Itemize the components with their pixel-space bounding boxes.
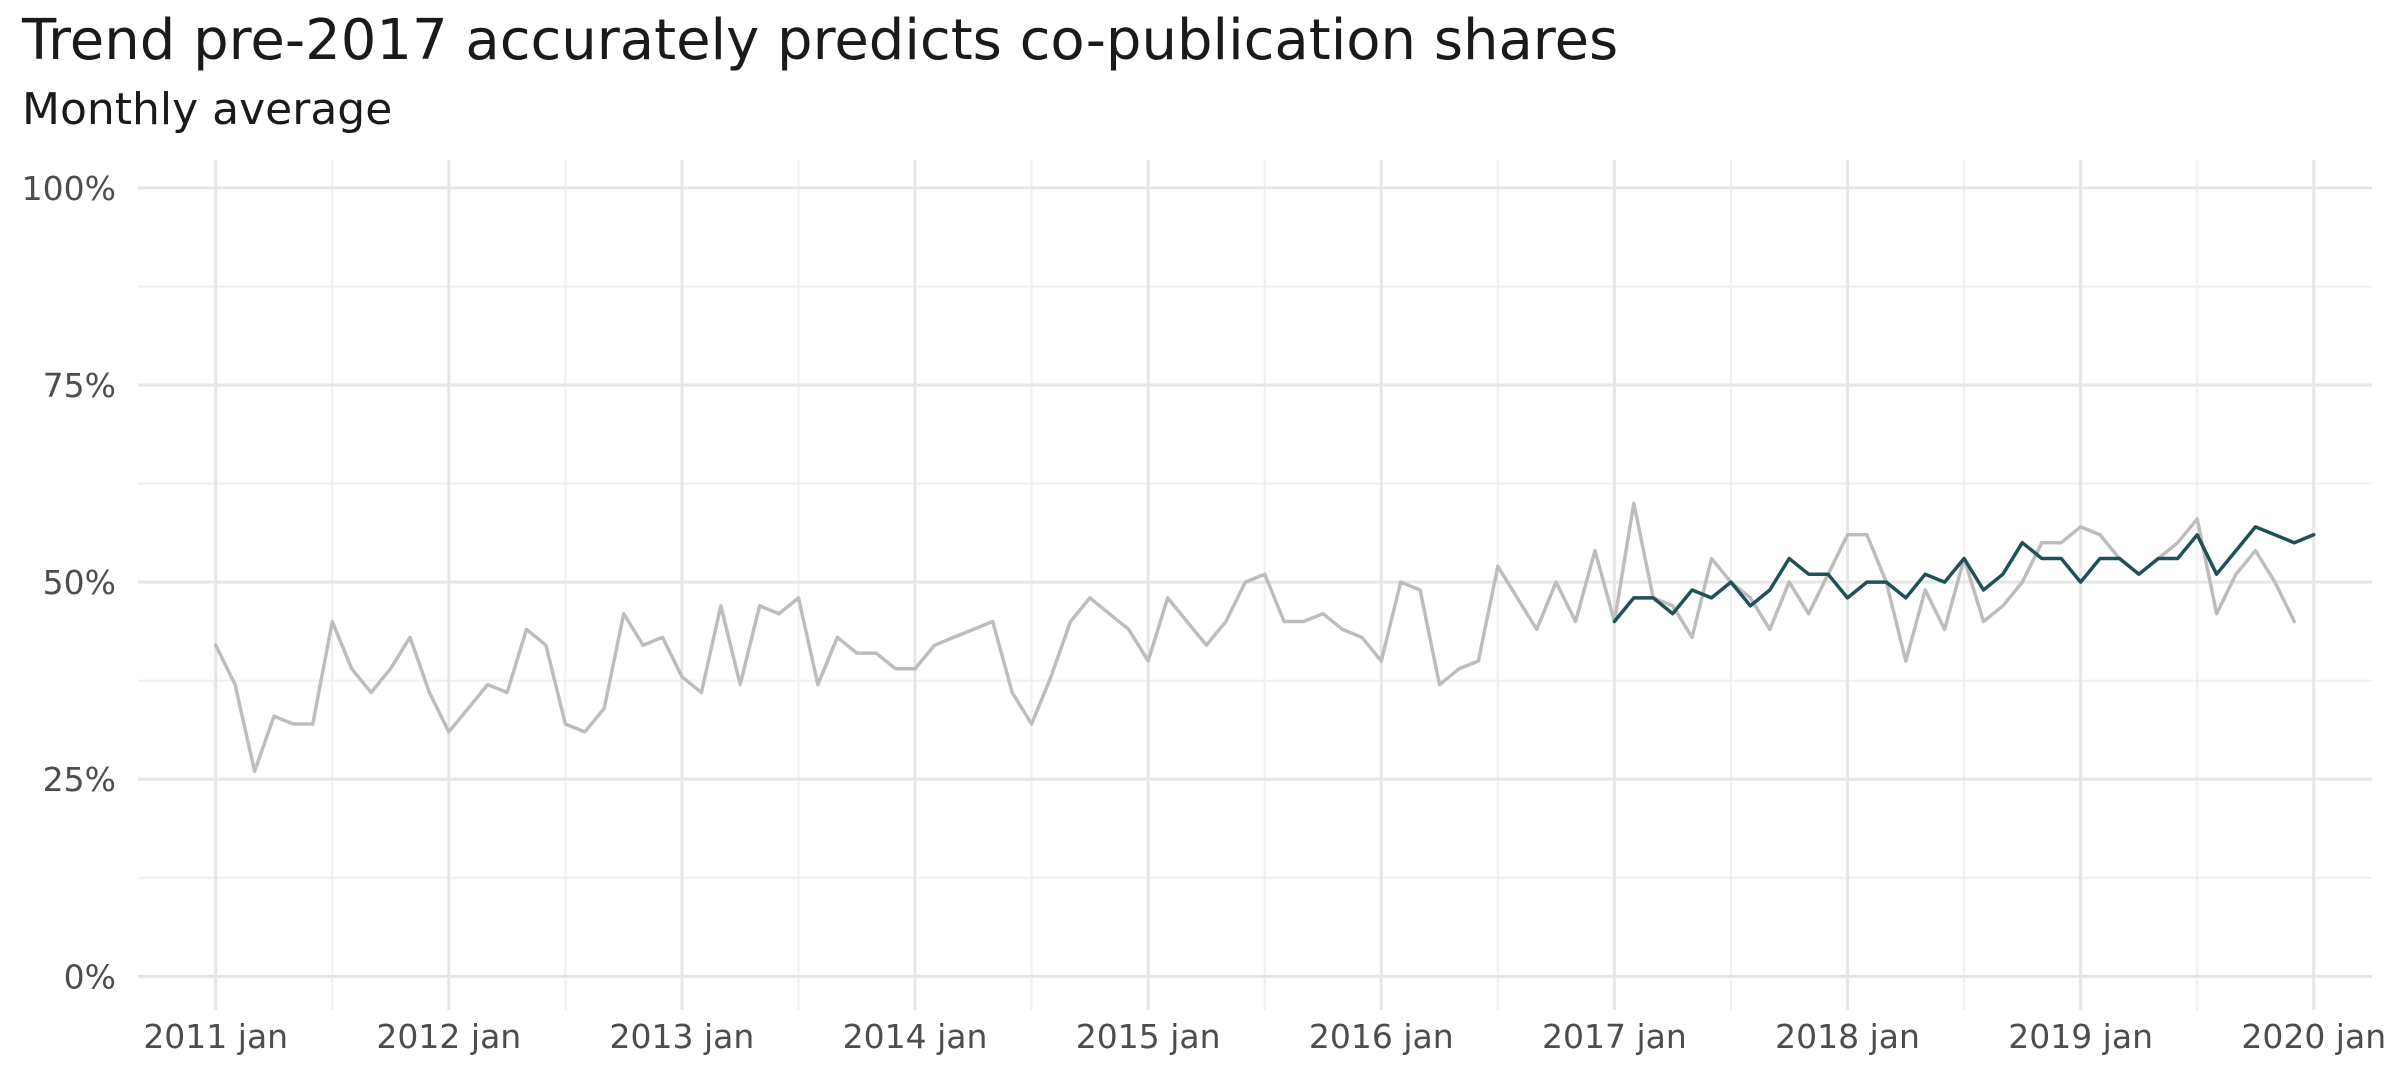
y-tick-label: 0% [64, 957, 116, 996]
x-tick-label: 2019 jan [2008, 1017, 2153, 1056]
x-tick-label: 2015 jan [1076, 1017, 1221, 1056]
chart-title: Trend pre-2017 accurately predicts co-pu… [22, 8, 1619, 73]
series-lines [213, 501, 2316, 774]
y-tick-label: 75% [43, 366, 116, 405]
chart-subtitle: Monthly average [22, 84, 393, 135]
x-tick-label: 2018 jan [1775, 1017, 1920, 1056]
grid-lines [138, 160, 2372, 1010]
x-tick-label: 2016 jan [1309, 1017, 1454, 1056]
x-tick-label: 2014 jan [843, 1017, 988, 1056]
y-axis-labels: 0% 25% 50% 75% 100% [22, 169, 116, 996]
x-tick-label: 2020 jan [2241, 1017, 2386, 1056]
y-tick-label: 100% [22, 169, 116, 208]
y-tick-label: 25% [43, 760, 116, 799]
x-tick-label: 2017 jan [1542, 1017, 1687, 1056]
y-tick-label: 50% [43, 563, 116, 602]
x-tick-label: 2011 jan [143, 1017, 288, 1056]
x-axis-labels: 2011 jan 2012 jan 2013 jan 2014 jan 2015 jan… [143, 1017, 2386, 1056]
x-tick-label: 2013 jan [610, 1017, 755, 1056]
series-line-predicted [1612, 525, 2316, 624]
series-line-actual [213, 501, 2297, 774]
x-tick-label: 2012 jan [376, 1017, 521, 1056]
